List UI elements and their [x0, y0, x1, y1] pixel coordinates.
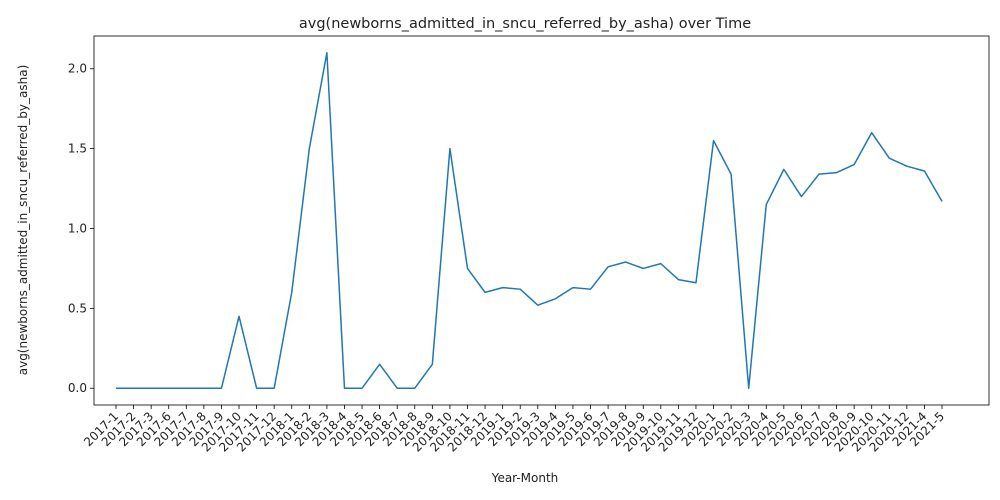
y-axis-title: avg(newborns_admitted_in_sncu_referred_b… — [16, 65, 30, 376]
y-tick-label: 1.0 — [68, 221, 87, 235]
x-axis-title: Year-Month — [491, 471, 559, 485]
y-tick-label: 0.5 — [68, 301, 87, 315]
y-tick-label: 2.0 — [68, 62, 87, 76]
data-points — [114, 51, 944, 390]
chart-title: avg(newborns_admitted_in_sncu_referred_b… — [299, 16, 751, 32]
series-line — [116, 52, 943, 389]
y-axis: 0.0 0.5 1.0 1.5 2.0 — [68, 62, 94, 395]
x-axis: 2017-12017-22017-32017-62017-72017-82017… — [81, 405, 947, 455]
plot-frame — [93, 35, 990, 406]
y-tick-label: 1.5 — [68, 142, 87, 156]
y-tick-label: 0.0 — [68, 381, 87, 395]
